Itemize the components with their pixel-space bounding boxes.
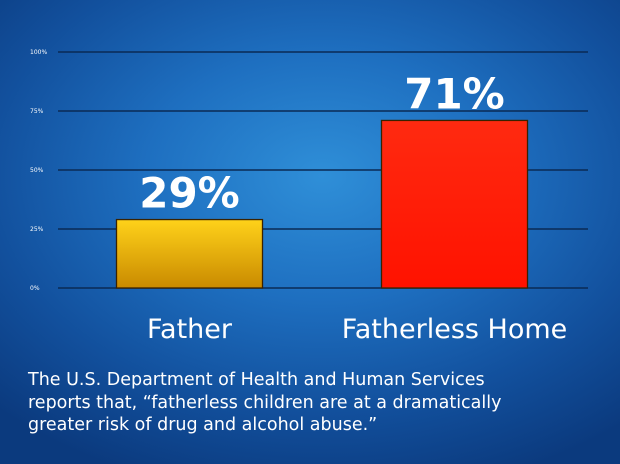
bar-chart: 0% 25% 50% 75% 100% 29% 71% Father Fatherless … [30,49,588,345]
category-labels: Father Fatherless Home [147,314,567,345]
bar-father [115,218,264,289]
caption-text: The U.S. Department of Health and Human … [28,369,613,437]
y-tick-label-75: 75% [30,108,44,115]
caption-line-2: reports that, “fatherless children are a… [28,392,502,413]
y-tick-label-25: 25% [30,226,44,233]
value-label-0: 29% [139,169,240,218]
bar-fatherless-home [380,119,529,289]
category-label-1: Fatherless Home [342,314,568,345]
caption-line-3: greater risk of drug and alcohol abuse.” [28,415,378,435]
value-labels: 29% 71% [139,69,505,217]
y-tick-label-100: 100% [30,49,47,56]
y-tick-label-50: 50% [30,167,44,174]
category-label-0: Father [147,314,233,345]
y-axis-ticks: 0% 25% 50% 75% 100% [30,49,47,292]
caption-line-1: The U.S. Department of Health and Human … [28,370,485,390]
bars [115,119,529,289]
value-label-1: 71% [404,69,505,118]
y-tick-label-0: 0% [30,285,40,292]
